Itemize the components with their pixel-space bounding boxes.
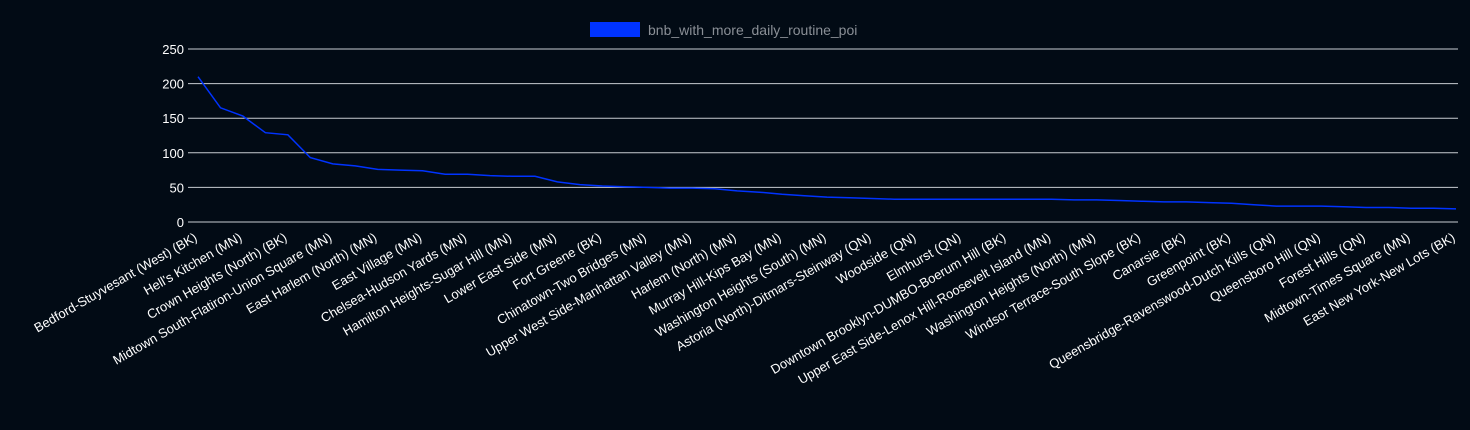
y-tick-label: 100 — [162, 146, 184, 161]
series-line — [197, 76, 1457, 210]
legend-swatch — [590, 22, 640, 37]
y-tick-label: 0 — [177, 215, 184, 230]
legend-label: bnb_with_more_daily_routine_poi — [648, 22, 857, 38]
y-tick-label: 200 — [162, 77, 184, 92]
y-tick-label: 150 — [162, 111, 184, 126]
y-tick-label: 50 — [170, 180, 184, 195]
y-tick-label: 250 — [162, 42, 184, 57]
